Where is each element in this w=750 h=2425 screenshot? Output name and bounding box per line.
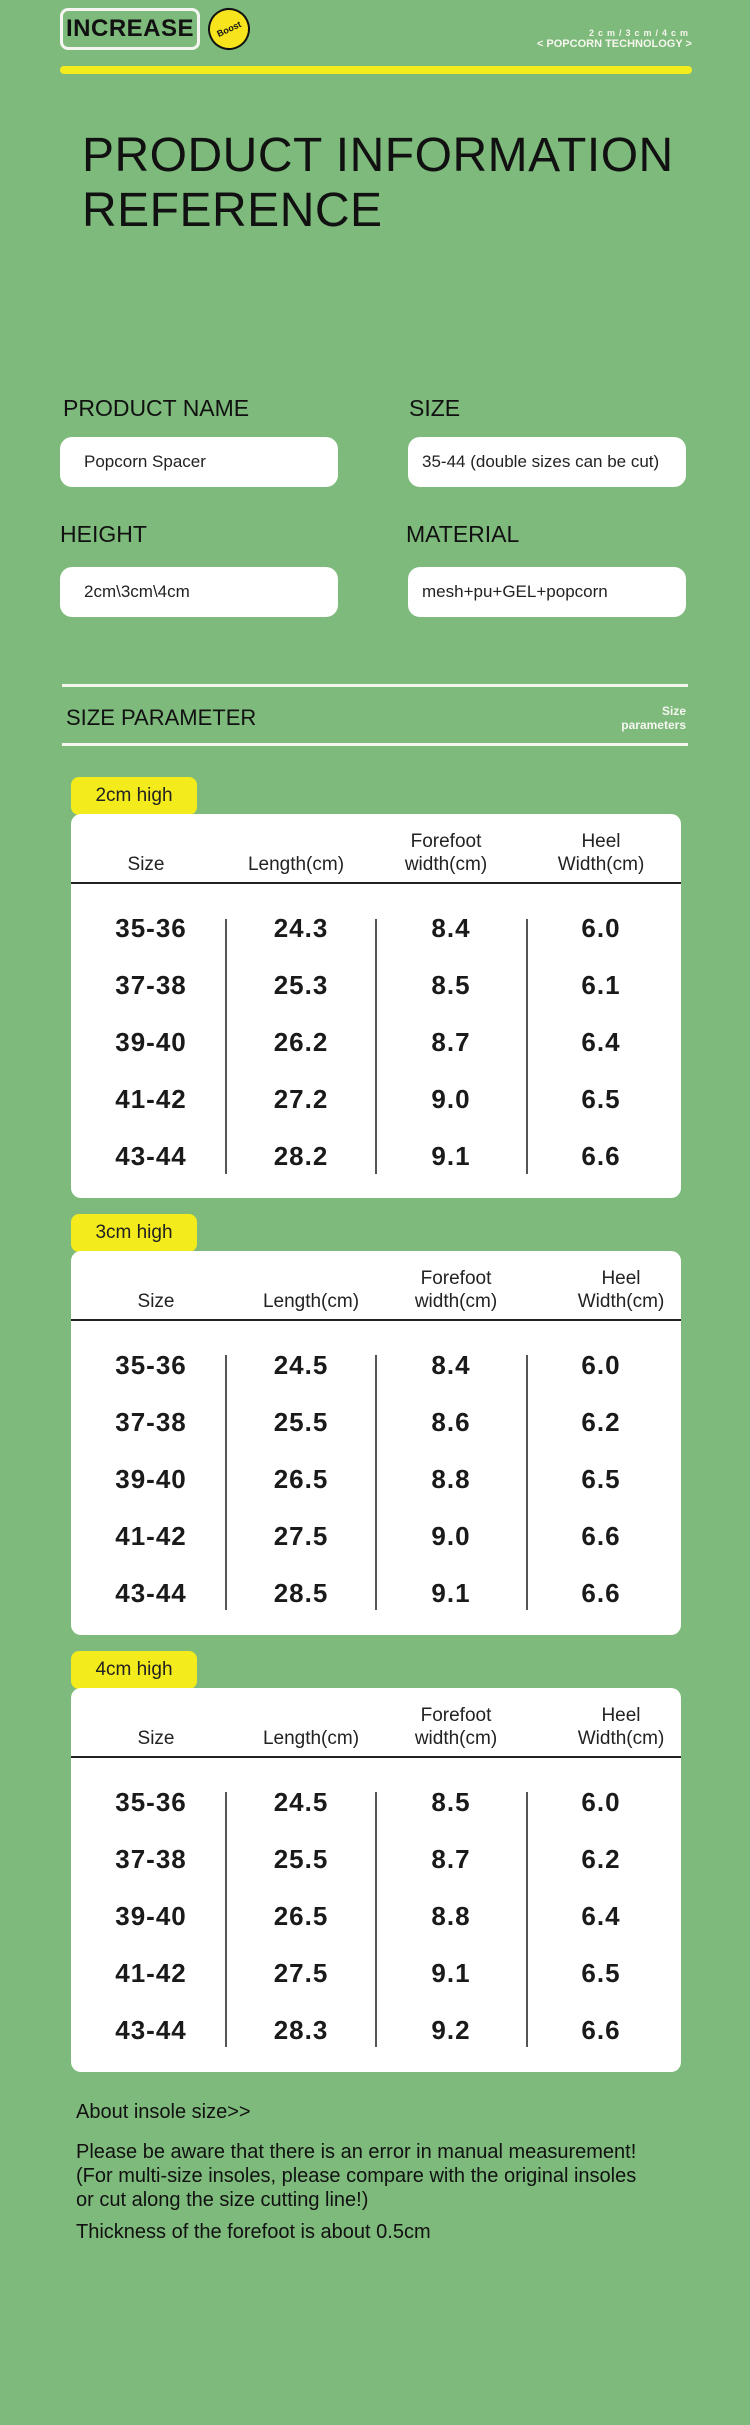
table-row: 35-36 24.5 8.5 6.0 [115,1787,621,1817]
col-forefoot: Forefoot width(cm) [414,1268,498,1312]
heights-line: 2cm/3cm/4cm [588,28,692,38]
col-size: Size [137,1291,175,1312]
table-row: 41-42 27.5 9.1 6.5 [115,1958,621,1988]
size-parameter-subtitle: Size parameters [621,704,686,732]
col-heel: Heel Width(cm) [577,1705,665,1749]
notes-heading: About insole size>> [76,2101,251,2123]
col-heel: Heel Width(cm) [557,831,645,875]
table-row: 39-40 26.2 8.7 6.4 [115,1027,621,1057]
table-row: 37-38 25.5 8.7 6.2 [115,1844,621,1874]
size-label: SIZE [409,395,461,421]
column-divider [225,1355,227,1610]
height-label: HEIGHT [60,521,147,547]
size-table-4cm: Size Length(cm) Forefoot width(cm) Heel Wi… [71,1688,681,2072]
section-divider-top [62,684,688,687]
tag-4cm-high: 4cm high [71,1651,197,1689]
header-divider [60,66,692,74]
title-line-1: PRODUCT INFORMATION [82,129,674,182]
tag-3cm-high: 3cm high [71,1214,197,1252]
section-divider-bottom [62,743,688,746]
col-heel: Heel Width(cm) [577,1268,665,1312]
table-row: 41-42 27.2 9.0 6.5 [115,1084,621,1114]
column-divider [375,1355,377,1610]
col-length: Length(cm) [262,1291,360,1312]
tech-label: 2cm/3cm/4cm < POPCORN TECHNOLOGY > [537,28,692,50]
column-divider [526,919,528,1174]
header: INCREASE Boost 2cm/3cm/4cm < POPCORN TEC… [60,1,692,58]
note-line-4: Thickness of the forefoot is about 0.5cm [76,2221,431,2243]
note-line-2: (For multi-size insoles, please compare … [76,2165,637,2187]
size-value: 35-44 (double sizes can be cut) [408,437,686,487]
col-size: Size [127,854,165,875]
table-row: 39-40 26.5 8.8 6.4 [115,1901,621,1931]
column-divider [526,1355,528,1610]
page-title: PRODUCT INFORMATION REFERENCE [82,128,682,238]
column-divider [225,1792,227,2047]
col-length: Length(cm) [247,854,345,875]
height-value: 2cm\3cm\4cm [60,567,338,617]
size-parameter-title: SIZE PARAMETER [66,705,257,730]
subtitle-line-2: parameters [621,718,686,732]
col-length: Length(cm) [262,1728,360,1749]
table-row: 43-44 28.2 9.1 6.6 [115,1141,621,1171]
table-row: 39-40 26.5 8.8 6.5 [115,1464,621,1494]
table-header: Size Length(cm) Forefoot width(cm) Heel Wi… [71,1251,681,1321]
column-divider [526,1792,528,2047]
col-size: Size [137,1728,175,1749]
column-divider [225,919,227,1174]
table-header: Size Length(cm) Forefoot width(cm) Heel Wi… [71,814,681,884]
product-name-value: Popcorn Spacer [60,437,338,487]
col-forefoot: Forefoot width(cm) [414,1705,498,1749]
title-line-2: REFERENCE [82,184,383,237]
product-name-label: PRODUCT NAME [63,395,250,421]
table-row: 37-38 25.5 8.6 6.2 [115,1407,621,1437]
table-row: 37-38 25.3 8.5 6.1 [115,970,621,1000]
size-table-2cm: Size Length(cm) Forefoot width(cm) Heel Wi… [71,814,681,1198]
material-value: mesh+pu+GEL+popcorn [408,567,686,617]
subtitle-line-1: Size [661,704,686,718]
material-label: MATERIAL [406,521,520,547]
table-row: 35-36 24.3 8.4 6.0 [115,913,621,943]
col-forefoot: Forefoot width(cm) [404,831,488,875]
tech-name: < POPCORN TECHNOLOGY > [536,38,692,50]
table-row: 43-44 28.5 9.1 6.6 [115,1578,621,1608]
table-row: 43-44 28.3 9.2 6.6 [115,2015,621,2045]
table-header: Size Length(cm) Forefoot width(cm) Heel Wi… [71,1688,681,1758]
column-divider [375,1792,377,2047]
brand-logo: INCREASE [60,8,200,50]
note-line-1: Please be aware that there is an error i… [76,2141,637,2163]
table-row: 35-36 24.5 8.4 6.0 [115,1350,621,1380]
size-table-3cm: Size Length(cm) Forefoot width(cm) Heel Wi… [71,1251,681,1635]
column-divider [375,919,377,1174]
table-row: 41-42 27.5 9.0 6.6 [115,1521,621,1551]
note-line-3: or cut along the size cutting line!) [76,2189,369,2211]
boost-badge-icon: Boost [201,1,257,57]
tag-2cm-high: 2cm high [71,777,197,815]
